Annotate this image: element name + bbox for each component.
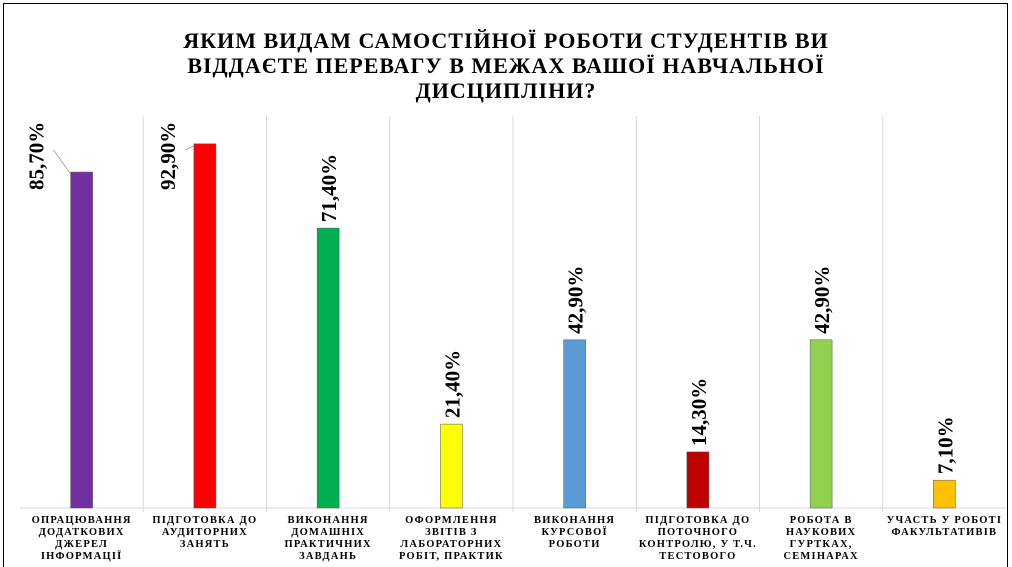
value-label: 7,10% [933, 416, 957, 474]
value-label: 21,40% [440, 350, 464, 418]
value-label: 85,70% [25, 122, 49, 190]
value-label: 42,90% [810, 266, 834, 334]
value-label: 14,30% [687, 378, 711, 446]
bar [70, 171, 93, 509]
x-tick-label: УЧАСТЬ У РОБОТІ ФАКУЛЬТАТИВІВ [886, 515, 1003, 538]
chart-title: ЯКИМ ВИДАМ САМОСТІЙНОЇ РОБОТИ СТУДЕНТІВ … [183, 28, 829, 103]
value-label: 71,40% [317, 154, 341, 222]
x-tick-label: ПІДГОТОВКА ДО ПОТОЧНОГО КОНТРОЛЮ, У Т.Ч.… [638, 515, 757, 562]
x-tick-label: ВИКОНАННЯ КУРСОВОЇ РОБОТИ [534, 515, 616, 550]
leader-line [53, 149, 71, 175]
x-tick-label: РОБОТА В НАУКОВИХ ГУРТКАХ, СЕМІНАРАХ [783, 515, 859, 562]
chart-border [3, 3, 1008, 567]
bar [686, 451, 710, 509]
leader-line [184, 145, 195, 151]
bar [933, 479, 956, 509]
value-label: 92,90% [156, 122, 180, 190]
bar [193, 143, 217, 509]
x-tick-label: ПІДГОТОВКА ДО АУДИТОРНИХ ЗАНЯТЬ [152, 515, 258, 550]
x-tick-label: ОПРАЦЮВАННЯ ДОДАТКОВИХ ДЖЕРЕЛ ІНФОРМАЦІЇ [31, 515, 132, 562]
x-tick-label: ВИКОНАННЯ ДОМАШНІХ ПРАКТИЧНИХ ЗАВДАНЬ [284, 515, 372, 562]
bar [316, 227, 340, 509]
bar [809, 339, 833, 509]
bar [563, 339, 586, 509]
value-label: 42,90% [564, 266, 588, 334]
bar [440, 423, 463, 509]
x-tick-label: ОФОРМЛЕННЯ ЗВІТІВ З ЛАБОРАТОРНИХ РОБІТ, … [398, 515, 504, 562]
